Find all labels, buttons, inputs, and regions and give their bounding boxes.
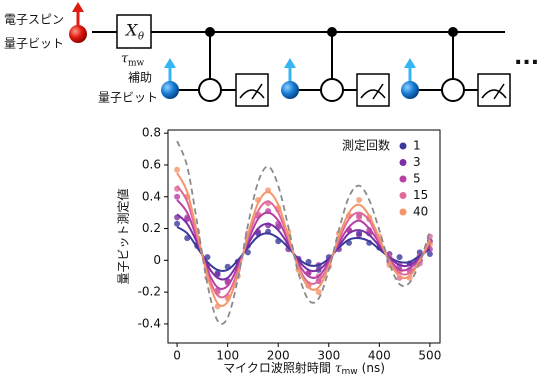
data-point [426, 250, 433, 257]
data-point [356, 231, 363, 238]
legend-label: 1 [413, 139, 421, 153]
legend-marker [399, 175, 407, 183]
time-subscript: mw [128, 59, 145, 69]
legend-label: 5 [413, 172, 421, 186]
y-tick-label: -0.2 [138, 285, 161, 299]
y-tick-label: -0.4 [138, 316, 161, 330]
electron-label: 電子スピン [4, 13, 64, 27]
data-point [315, 289, 322, 296]
x-label-text: マイクロ波照射時間 [223, 360, 331, 375]
electron-label: 量子ビット [4, 37, 64, 51]
ancilla-label: 補助 [128, 71, 152, 85]
x-label-symbol: τ [335, 361, 342, 375]
data-point [174, 193, 181, 200]
x-tick-label: 200 [267, 349, 290, 363]
reference-line [176, 140, 431, 325]
data-point [356, 196, 363, 203]
meter-needle [239, 83, 265, 100]
ancilla-spin [161, 81, 179, 99]
spin-arrowhead [284, 58, 296, 68]
cnot-target [320, 78, 344, 102]
legend-marker [399, 142, 407, 150]
ancilla-spin [401, 81, 419, 99]
legend-label: 3 [413, 155, 421, 169]
data-point [396, 254, 403, 261]
ellipsis: ... [514, 45, 539, 70]
data-point [305, 258, 312, 265]
x-tick-label: 0 [173, 349, 181, 363]
control-dot [448, 27, 458, 37]
spin-arrowhead [72, 2, 84, 12]
circuit [92, 14, 511, 107]
gate-subscript: θ [138, 32, 144, 43]
y-tick-label: 0.8 [142, 126, 161, 140]
x-tick-label: 300 [317, 349, 340, 363]
legend-marker [399, 208, 407, 216]
data-point [174, 220, 181, 227]
gate-box [116, 14, 152, 49]
time-label: τ [121, 52, 129, 67]
y-tick-label: 0.6 [142, 157, 161, 171]
control-dot [205, 27, 215, 37]
ancilla-label: 量子ビット [98, 91, 158, 105]
y-tick-label: 0.2 [142, 221, 161, 235]
meter-needle [360, 83, 386, 100]
legend-label: 15 [413, 188, 428, 202]
ancilla-spin [281, 81, 299, 99]
x-label-subscript: mw [342, 367, 358, 376]
gate-label: X [124, 21, 138, 40]
y-tick-label: 0 [153, 253, 161, 267]
x-tick-label: 500 [418, 349, 441, 363]
legend-marker [399, 192, 407, 199]
cnot-target [441, 78, 465, 102]
x-label-unit: (ns) [362, 361, 385, 375]
x-tick-label: 400 [368, 349, 391, 363]
electron-spin [69, 25, 87, 43]
legend-marker [399, 159, 407, 166]
chart: 0 100 200 300 400 500 -0.4 -0.2 0 0.2 0.4 0.6 0.8 マイク… [116, 126, 442, 376]
control-dot [327, 27, 337, 37]
cnot-target [198, 78, 222, 102]
plot-frame [167, 129, 441, 344]
y-tick-label: 0.4 [142, 189, 161, 203]
x-label: マイクロ波照射時間 τmw (ns) [223, 360, 385, 376]
spins [69, 2, 419, 99]
spin-arrowhead [164, 58, 176, 68]
legend-title: 測定回数 [342, 138, 390, 153]
data-point [356, 214, 363, 221]
meter-needle [481, 83, 507, 100]
x-tick-label: 100 [216, 349, 239, 363]
spin-arrowhead [404, 58, 416, 68]
y-label: 量子ビット測定値 [116, 188, 131, 284]
legend-label: 40 [413, 205, 428, 219]
data-point [174, 166, 181, 173]
